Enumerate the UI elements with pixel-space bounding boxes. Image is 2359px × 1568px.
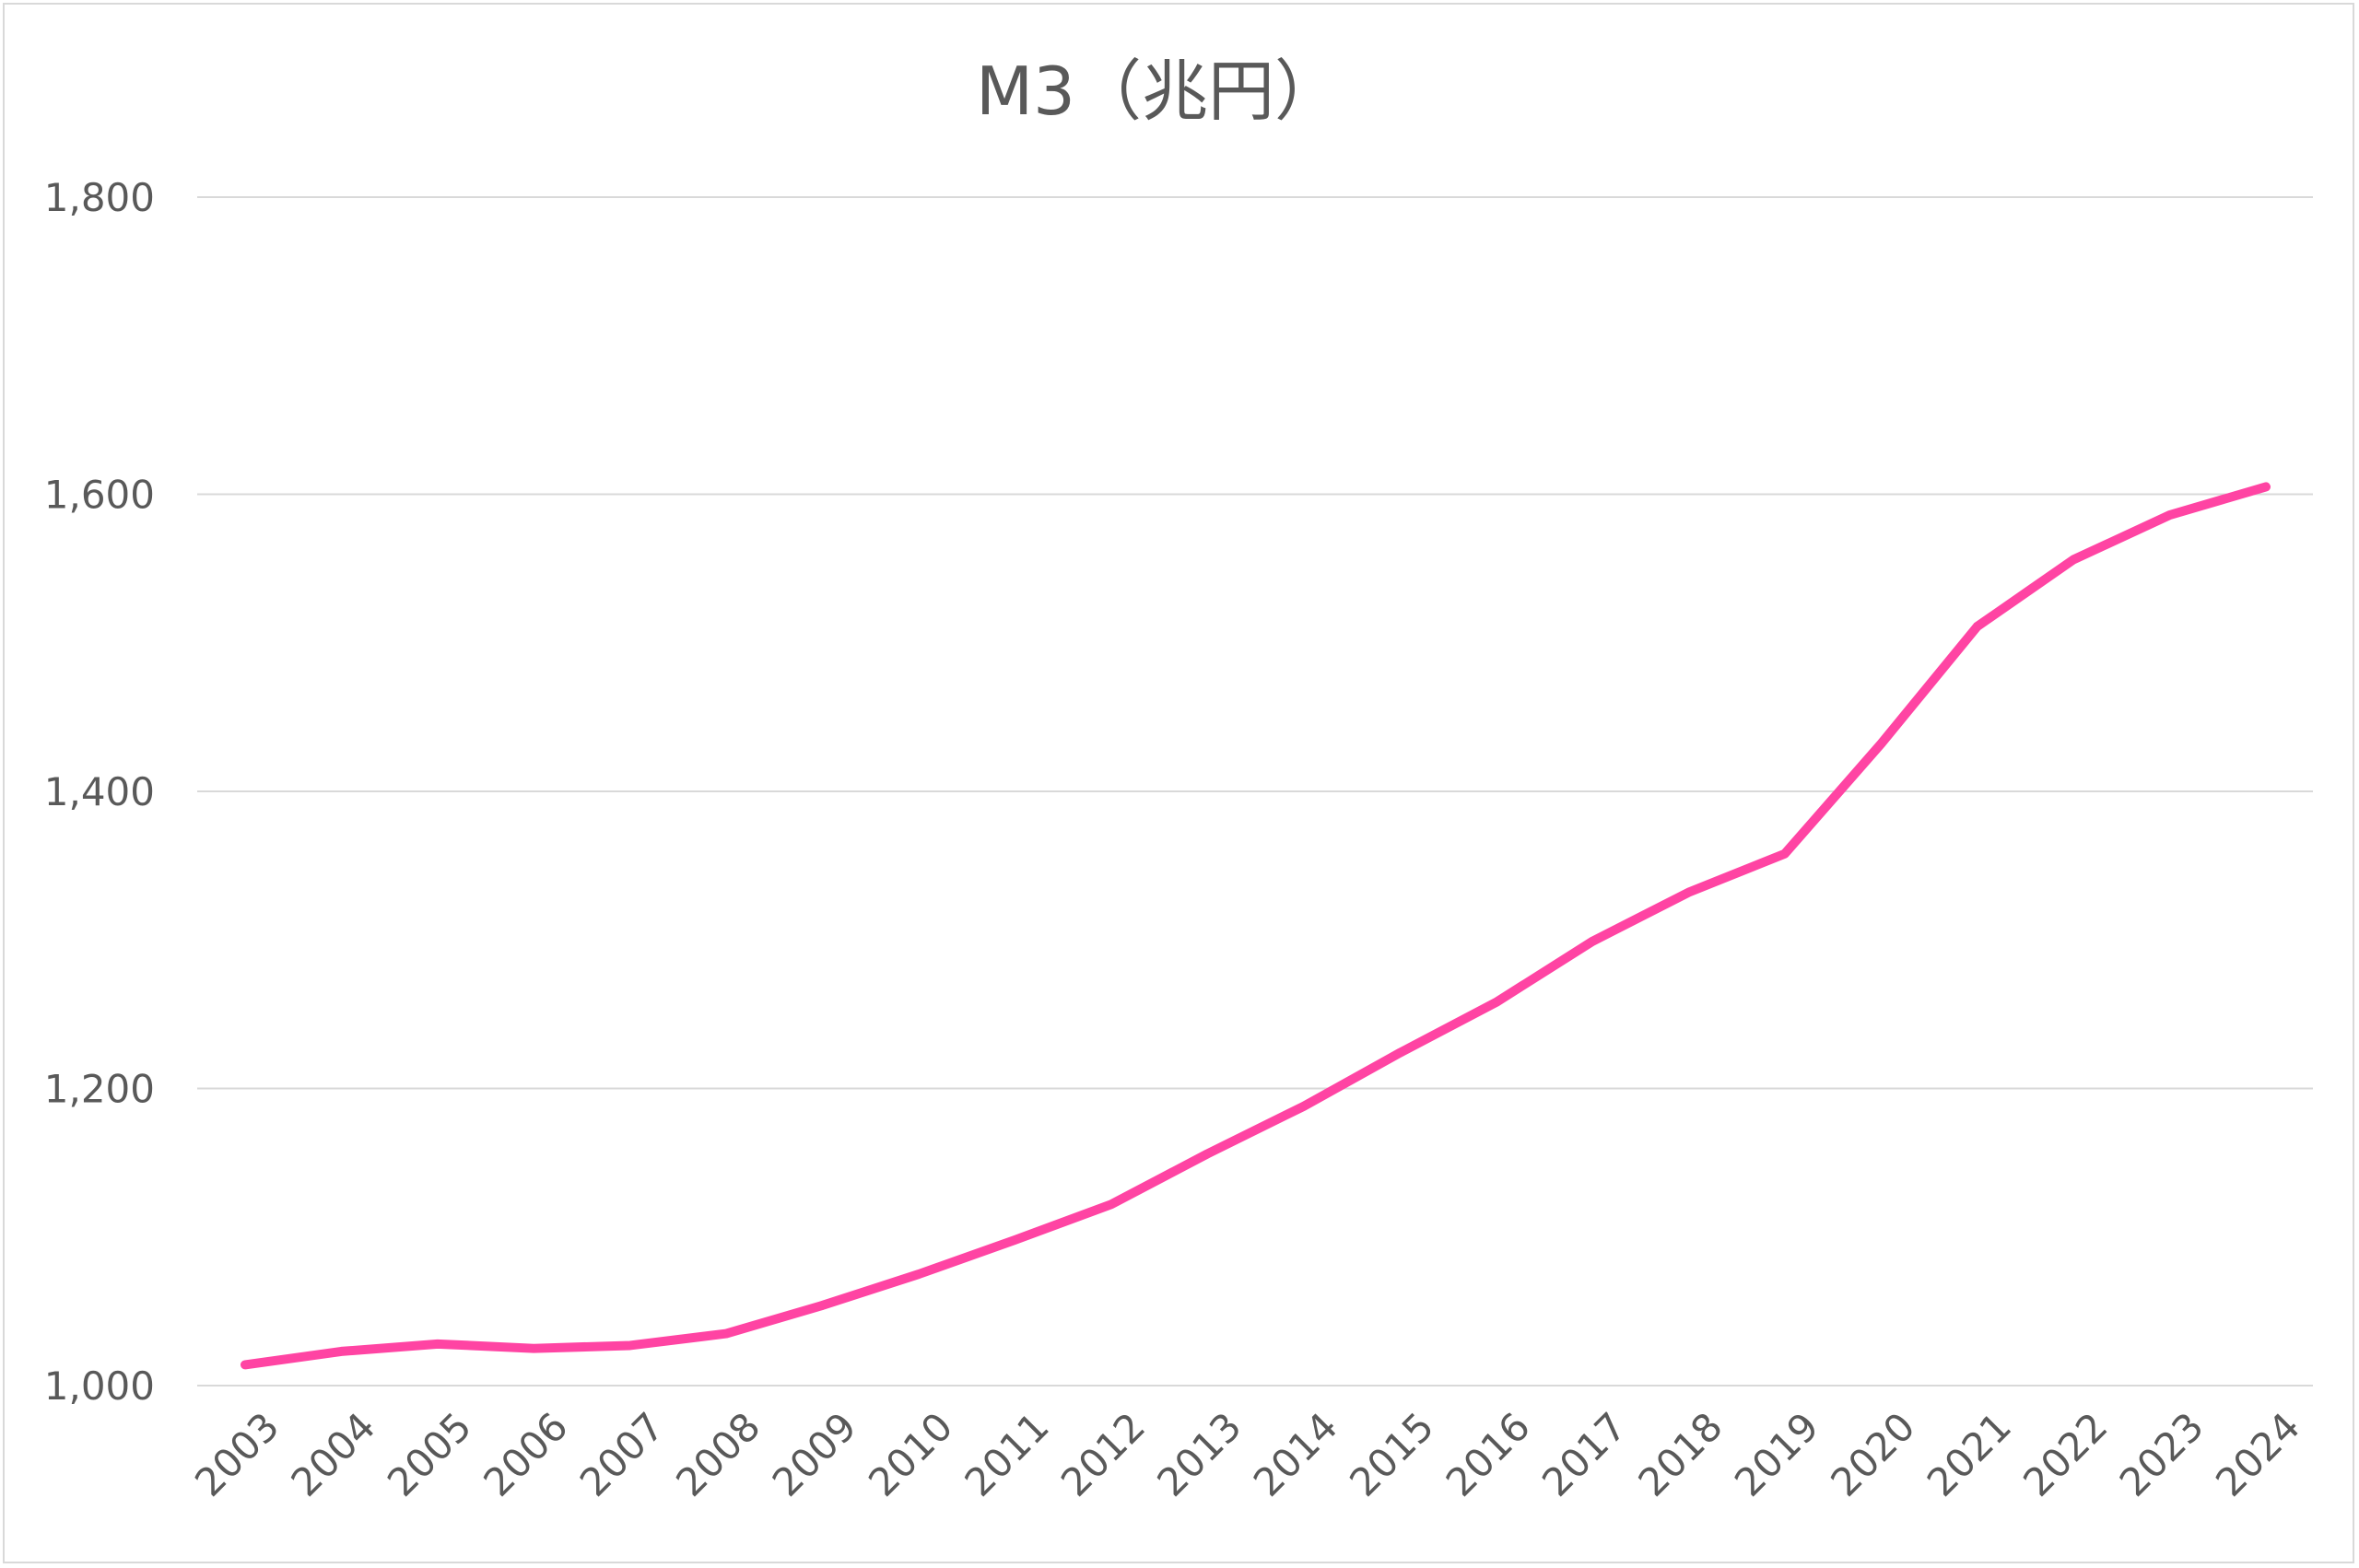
- x-tick-label: 2013: [1148, 1404, 1250, 1505]
- series-line: [241, 482, 2271, 1370]
- x-tick-label: 2010: [860, 1404, 961, 1505]
- x-tick-label: 2015: [1341, 1404, 1442, 1505]
- chart-frame: [3, 3, 2354, 1563]
- x-tick-label: 2008: [667, 1404, 769, 1505]
- x-tick-label: 2019: [1726, 1404, 1827, 1505]
- y-tick-label: 1,200: [44, 1067, 155, 1112]
- x-tick-label: 2014: [1245, 1404, 1346, 1505]
- x-tick-label: 2022: [2014, 1404, 2116, 1505]
- x-tick-label: 2020: [1822, 1404, 1923, 1505]
- x-tick-label: 2012: [1052, 1404, 1154, 1505]
- x-tick-label: 2004: [282, 1404, 383, 1505]
- x-tick-label: 2011: [956, 1404, 1057, 1505]
- y-tick-label: 1,800: [44, 175, 155, 220]
- x-tick-label: 2021: [1919, 1404, 2020, 1505]
- y-tick-label: 1,400: [44, 769, 155, 814]
- x-tick-label: 2017: [1533, 1404, 1635, 1505]
- x-tick-label: 2018: [1629, 1404, 1731, 1505]
- x-tick-label: 2023: [2111, 1404, 2212, 1505]
- chart-title: M3（兆円）: [976, 53, 1341, 130]
- x-tick-label: 2006: [475, 1404, 576, 1505]
- x-tick-label: 2016: [1438, 1404, 1539, 1505]
- y-tick-label: 1,600: [44, 473, 155, 518]
- x-tick-label: 2024: [2207, 1404, 2308, 1505]
- x-tick-label: 2007: [571, 1404, 673, 1505]
- x-tick-label: 2009: [764, 1404, 865, 1505]
- x-tick-label: 2003: [186, 1404, 288, 1505]
- x-tick-label: 2005: [379, 1404, 480, 1505]
- y-tick-label: 1,000: [44, 1363, 155, 1409]
